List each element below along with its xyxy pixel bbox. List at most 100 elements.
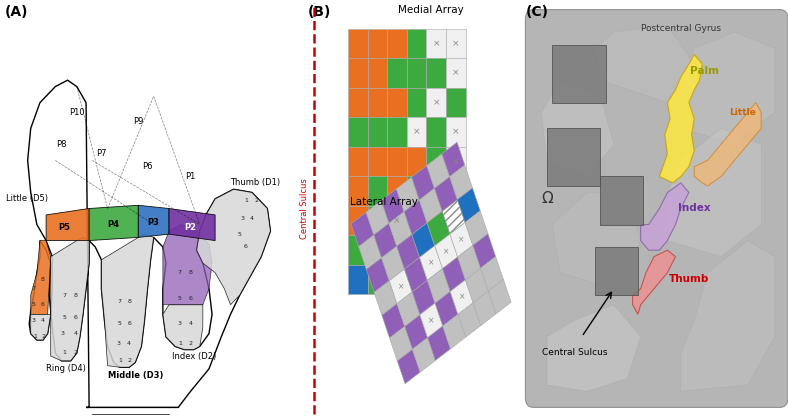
Bar	[368, 265, 387, 294]
Text: Little (D5): Little (D5)	[6, 194, 48, 203]
Text: 6: 6	[188, 296, 192, 301]
Bar	[407, 88, 426, 118]
Polygon shape	[552, 193, 641, 289]
Polygon shape	[404, 200, 427, 234]
Polygon shape	[138, 205, 169, 237]
Text: 1: 1	[62, 350, 66, 355]
Polygon shape	[359, 235, 381, 269]
Bar	[387, 29, 407, 58]
Text: Index: Index	[678, 203, 711, 214]
Polygon shape	[473, 291, 496, 326]
Polygon shape	[397, 349, 420, 384]
Text: 4: 4	[188, 322, 192, 327]
Text: 5: 5	[62, 315, 66, 320]
Text: 3: 3	[241, 216, 245, 221]
Bar	[446, 147, 466, 176]
Text: Postcentral Gyrus: Postcentral Gyrus	[641, 24, 721, 33]
Polygon shape	[489, 279, 511, 314]
Bar	[348, 118, 368, 147]
Text: 5: 5	[238, 232, 242, 237]
Text: 3: 3	[178, 322, 182, 327]
Text: 5: 5	[32, 302, 35, 307]
Text: 2: 2	[73, 350, 77, 355]
Bar	[387, 147, 407, 176]
Bar	[348, 147, 368, 176]
Polygon shape	[396, 177, 419, 212]
Bar	[600, 176, 643, 224]
Polygon shape	[450, 165, 473, 200]
Polygon shape	[457, 188, 480, 223]
Bar	[446, 265, 466, 294]
Bar	[387, 176, 407, 206]
Polygon shape	[366, 258, 389, 292]
Text: ×: ×	[452, 39, 459, 48]
Text: 3: 3	[32, 318, 35, 323]
Text: ×: ×	[452, 128, 459, 137]
Bar	[407, 29, 426, 58]
Polygon shape	[374, 281, 397, 315]
Polygon shape	[169, 208, 215, 241]
Text: ×: ×	[459, 293, 465, 301]
Text: ×: ×	[393, 216, 401, 225]
Text: P9: P9	[133, 118, 143, 126]
Polygon shape	[31, 241, 50, 314]
Polygon shape	[420, 303, 443, 338]
Bar	[595, 247, 638, 295]
Text: 3: 3	[61, 331, 65, 336]
Text: ×: ×	[443, 247, 449, 256]
Bar	[348, 88, 368, 118]
Text: 2: 2	[188, 341, 192, 346]
Text: ×: ×	[413, 128, 420, 137]
Polygon shape	[434, 177, 457, 211]
Polygon shape	[450, 223, 473, 257]
Polygon shape	[163, 305, 203, 349]
Polygon shape	[458, 245, 481, 280]
Bar	[426, 29, 446, 58]
Text: 2: 2	[41, 334, 45, 339]
Text: P10: P10	[69, 108, 84, 117]
Polygon shape	[197, 189, 270, 305]
Text: 6: 6	[244, 244, 247, 249]
Text: 7: 7	[118, 299, 122, 304]
Bar	[446, 88, 466, 118]
Polygon shape	[541, 80, 614, 176]
Polygon shape	[381, 189, 404, 224]
Polygon shape	[458, 303, 481, 337]
Text: ×: ×	[452, 157, 459, 166]
Bar	[446, 29, 466, 58]
Text: 3: 3	[117, 341, 121, 346]
Text: ×: ×	[428, 316, 434, 325]
Polygon shape	[419, 188, 442, 223]
Polygon shape	[681, 241, 775, 391]
Polygon shape	[412, 338, 435, 372]
Bar	[368, 29, 387, 58]
Polygon shape	[102, 234, 154, 367]
Polygon shape	[389, 327, 412, 361]
Bar	[348, 206, 368, 236]
Text: 4: 4	[73, 331, 77, 336]
Text: Thumb: Thumb	[669, 274, 709, 284]
Polygon shape	[412, 223, 435, 257]
Bar	[387, 118, 407, 147]
Polygon shape	[31, 314, 50, 340]
Polygon shape	[442, 200, 465, 234]
Polygon shape	[89, 205, 138, 241]
Bar	[426, 118, 446, 147]
Bar	[387, 206, 407, 236]
Text: 4: 4	[250, 216, 254, 221]
Bar	[348, 265, 368, 294]
Text: 8: 8	[41, 276, 45, 281]
Bar	[407, 118, 426, 147]
Polygon shape	[28, 80, 270, 407]
Bar	[426, 176, 446, 206]
Bar	[368, 88, 387, 118]
Polygon shape	[633, 250, 675, 314]
Bar	[426, 206, 446, 236]
Polygon shape	[435, 234, 458, 269]
Text: P8: P8	[56, 140, 67, 149]
Text: Lateral Array: Lateral Array	[350, 197, 418, 207]
Bar	[407, 265, 426, 294]
Bar	[407, 58, 426, 88]
Bar	[426, 147, 446, 176]
Text: 1: 1	[178, 341, 182, 346]
